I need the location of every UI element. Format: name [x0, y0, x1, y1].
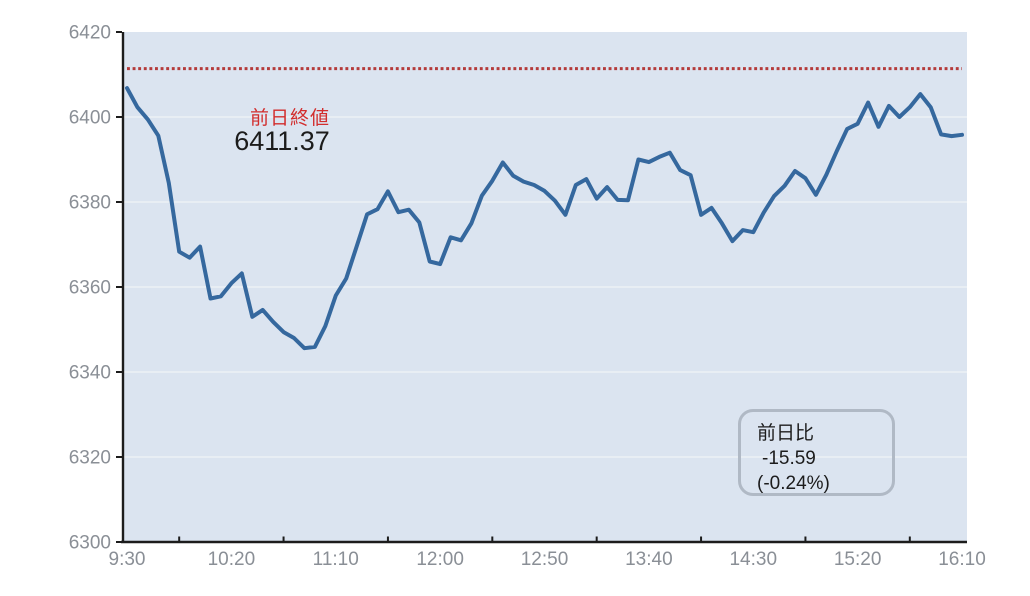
x-tick-label-13:40: 13:40	[625, 549, 673, 570]
x-tick-label-11:10: 11:10	[313, 549, 359, 570]
x-tick-label-16:10: 16:10	[938, 549, 986, 570]
y-tick-label-6360: 6360	[69, 278, 111, 299]
y-tick-label-6420: 6420	[69, 23, 111, 44]
y-tick-label-6380: 6380	[69, 193, 111, 214]
x-tick-label-12:50: 12:50	[521, 549, 569, 570]
y-tick-label-6340: 6340	[69, 363, 111, 384]
change-box-title: 前日比	[757, 423, 815, 444]
change-box: 前日比 -15.59 (-0.24%)	[738, 409, 895, 496]
y-tick-label-6400: 6400	[69, 108, 111, 129]
x-tick-label-12:00: 12:00	[416, 549, 464, 570]
y-tick-label-6300: 6300	[69, 533, 111, 554]
x-tick-label-14:30: 14:30	[729, 549, 777, 570]
prev-close-label: 前日終値	[249, 108, 330, 129]
x-tick-label-10:20: 10:20	[208, 549, 256, 570]
x-tick-label-9:30: 9:30	[109, 549, 146, 570]
x-tick-label-15:20: 15:20	[834, 549, 882, 570]
prev-close-value: 6411.37	[234, 126, 330, 156]
y-tick-label-6320: 6320	[69, 448, 111, 469]
change-percent: (-0.24%)	[757, 473, 830, 494]
change-value: -15.59	[762, 448, 816, 469]
price-line	[125, 86, 964, 351]
